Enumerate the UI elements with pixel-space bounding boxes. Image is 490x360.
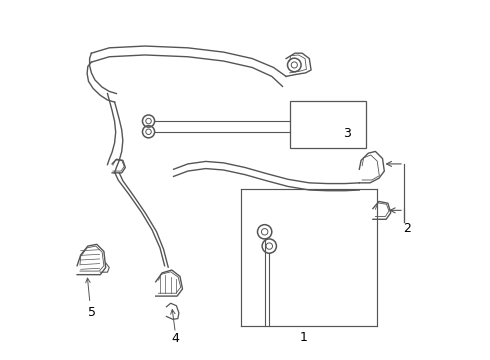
Text: 1: 1 bbox=[300, 332, 308, 345]
Text: 5: 5 bbox=[88, 306, 96, 319]
Text: 2: 2 bbox=[404, 222, 412, 235]
Text: 3: 3 bbox=[343, 127, 351, 140]
Text: 4: 4 bbox=[172, 333, 179, 346]
Bar bbox=[290, 102, 367, 148]
